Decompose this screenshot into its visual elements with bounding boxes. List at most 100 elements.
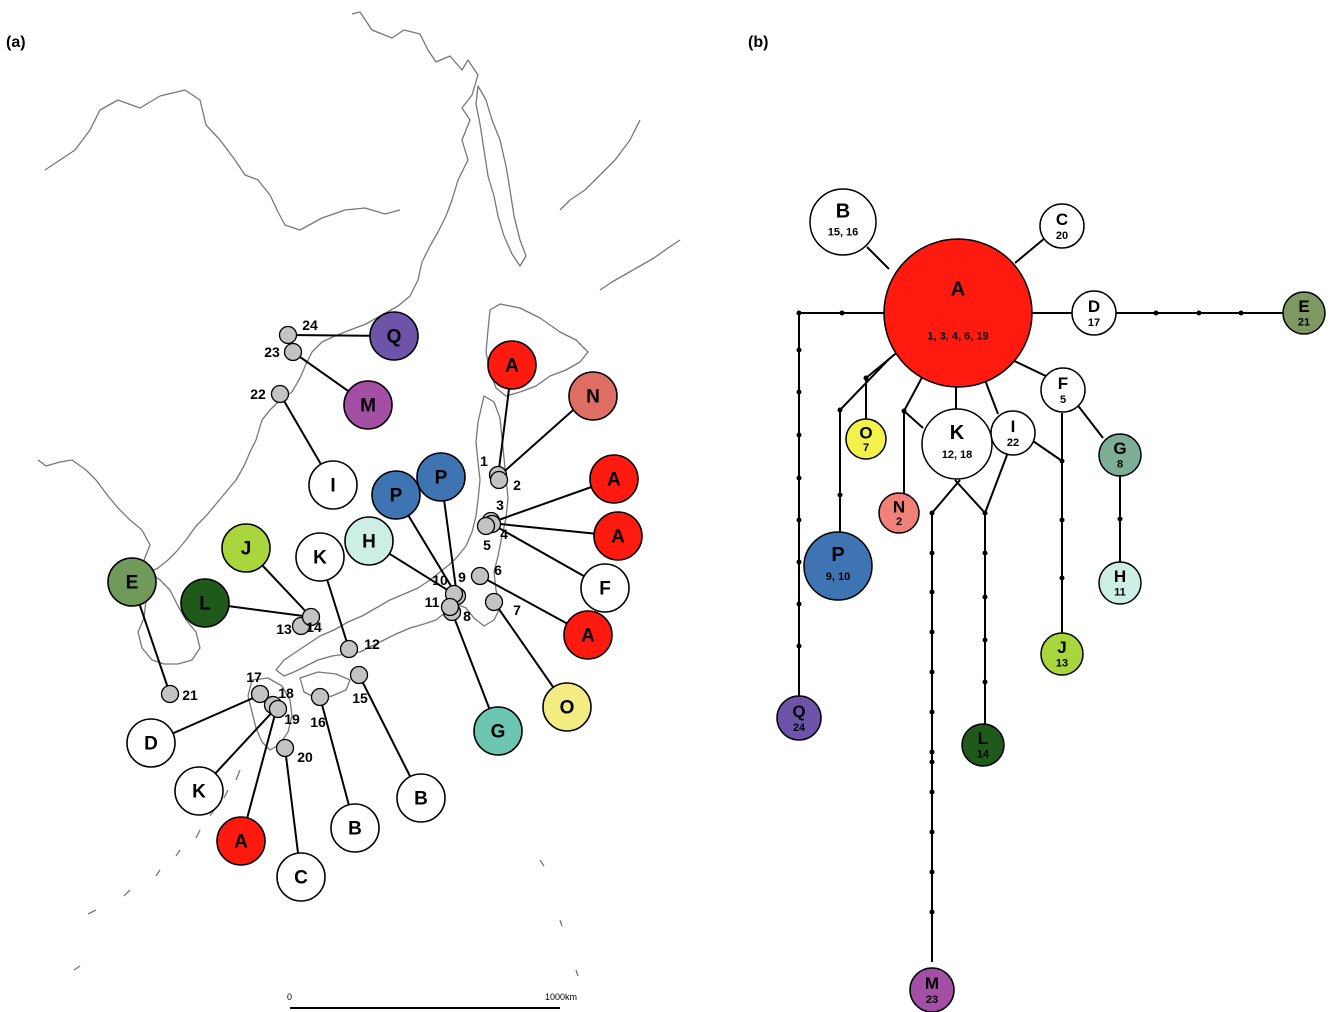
network-node-sites: 12, 18 <box>942 449 973 461</box>
network-node-sites: 13 <box>1056 657 1068 669</box>
site-number-14: 14 <box>306 619 322 635</box>
map-haplotype-B-site-16: B <box>330 803 380 853</box>
map-haplotype-circle <box>593 511 643 561</box>
map-haplotype-C-site-20: C <box>276 852 326 902</box>
site-marker-17 <box>250 684 270 704</box>
map-haplotype-N-site-2: N <box>568 371 618 421</box>
network-node-C: C20 <box>1039 203 1085 249</box>
network-node-circle <box>883 238 1033 388</box>
map-haplotype-letter: N <box>586 387 600 408</box>
network-node-O: O7 <box>845 418 887 460</box>
map-haplotype-circle <box>396 773 446 823</box>
map-haplotype-P-site-9: P <box>416 452 466 502</box>
network-node-letter: L <box>978 729 988 748</box>
map-haplotype-letter: J <box>241 539 252 560</box>
map-haplotype-letter: A <box>607 470 621 491</box>
site-marker-23 <box>283 342 303 362</box>
map-haplotype-circles: Q M I A N A A F A O G P P H K J L E D K A C B B <box>107 311 643 902</box>
map-haplotype-E-site-21: E <box>107 557 157 607</box>
network-node-letter: J <box>1057 638 1066 657</box>
map-haplotype-letter: K <box>313 548 327 569</box>
network-node-letter: M <box>925 974 939 993</box>
network-node-sites: 5 <box>1060 394 1066 406</box>
map-haplotype-K-site-12: K <box>295 532 345 582</box>
map-haplotype-circle <box>276 852 326 902</box>
site-marker-16 <box>310 687 330 707</box>
map-haplotype-letter: M <box>360 396 376 417</box>
map-haplotype-L-site-13: L <box>180 578 230 628</box>
map-haplotype-circle <box>216 816 266 866</box>
map-haplotype-A-site-3: A <box>589 454 639 504</box>
map-haplotype-A-site-19: A <box>216 816 266 866</box>
map-haplotype-A-site-1: A <box>487 340 537 390</box>
site-number-16: 16 <box>310 714 326 730</box>
network-node-sites: 11 <box>1114 586 1126 598</box>
map-haplotype-circle <box>542 682 592 732</box>
network-node-sites: 21 <box>1298 316 1310 328</box>
network-node-letter: E <box>1298 297 1309 316</box>
map-haplotype-circle <box>369 311 419 361</box>
panel-b-label: (b) <box>748 34 768 51</box>
site-number-8: 8 <box>463 608 471 624</box>
map-haplotype-circle <box>589 454 639 504</box>
network-node-circle <box>961 723 1005 767</box>
network-node-sites: 15, 16 <box>828 227 859 239</box>
map-haplotype-circle <box>473 706 523 756</box>
scale-start-label: 0 <box>287 992 292 1002</box>
map-haplotype-F-site-5: F <box>580 563 630 613</box>
network-node-letter: F <box>1058 374 1068 393</box>
site-number-15: 15 <box>352 690 368 706</box>
network-node-sites: 22 <box>1007 437 1019 449</box>
map-haplotype-letter: O <box>560 698 575 719</box>
network-node-letter: N <box>893 498 905 517</box>
map-haplotype-letter: B <box>348 819 362 840</box>
network-node-sites: 7 <box>863 442 869 454</box>
map-haplotype-circle <box>180 578 230 628</box>
network-node-J: J13 <box>1040 632 1084 676</box>
site-number-7: 7 <box>513 602 521 618</box>
map-haplotype-B-site-15: B <box>396 773 446 823</box>
site-marker-6 <box>470 566 490 586</box>
network-node-letter: D <box>1088 297 1100 316</box>
network-node-circle <box>1098 561 1142 605</box>
network-node-G: G8 <box>1098 433 1142 477</box>
map-haplotype-letter: D <box>144 734 158 755</box>
map-haplotype-circle <box>174 766 224 816</box>
network-node-circle <box>1040 632 1084 676</box>
site-marker-21 <box>160 684 180 704</box>
network-node-sites: 24 <box>793 722 806 734</box>
site-number-19: 19 <box>284 711 300 727</box>
map-haplotype-J-site-14: J <box>221 523 271 573</box>
site-number-3: 3 <box>496 497 504 513</box>
map-haplotype-circle <box>107 557 157 607</box>
site-number-22: 22 <box>250 386 266 402</box>
site-number-1: 1 <box>480 453 488 469</box>
site-number-23: 23 <box>264 344 280 360</box>
map-haplotype-circle <box>343 380 393 430</box>
map-haplotype-letter: I <box>330 476 335 497</box>
map-haplotype-letter: B <box>414 789 428 810</box>
map-haplotype-letter: A <box>234 832 248 853</box>
network-node-L: L14 <box>961 723 1005 767</box>
network-node-circle <box>1040 367 1086 413</box>
map-haplotype-letter: Q <box>387 327 402 348</box>
site-number-4: 4 <box>500 526 508 542</box>
network-node-letter: H <box>1114 567 1126 586</box>
network-node-sites: 2 <box>896 516 902 528</box>
site-number-11: 11 <box>425 594 440 610</box>
map-haplotype-circle <box>487 340 537 390</box>
network-node-circle <box>921 408 993 480</box>
network-node-letter: Q <box>792 702 805 721</box>
site-number-24: 24 <box>302 317 318 333</box>
network-node-letter: P <box>831 544 844 566</box>
map-haplotype-circle <box>568 371 618 421</box>
map-haplotype-letter: E <box>126 573 139 594</box>
map-haplotype-circle <box>126 718 176 768</box>
site-number-5: 5 <box>483 537 491 553</box>
network-node-B: B 15, 16 <box>809 188 877 256</box>
network-node-letter: K <box>950 422 965 444</box>
network-node-N: N2 <box>878 492 920 534</box>
site-number-2: 2 <box>513 477 521 493</box>
